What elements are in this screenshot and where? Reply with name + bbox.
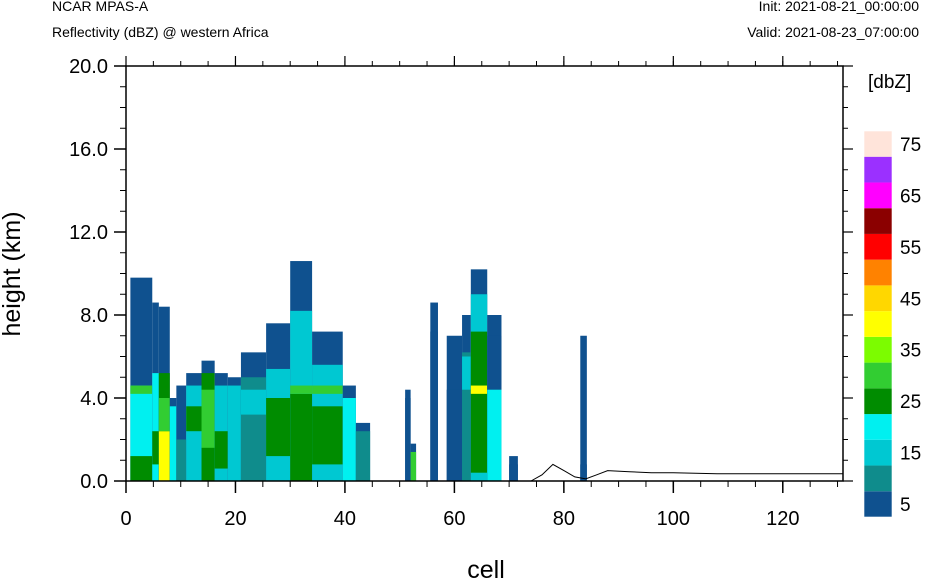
colorbar-swatch-45 — [864, 285, 892, 312]
echo-core-22-0 — [509, 464, 518, 481]
echo-core-19-1 — [462, 356, 471, 390]
x-tick-label: 120 — [766, 508, 799, 530]
echo-core-18-0 — [446, 389, 463, 481]
colorbar-swatch-10 — [864, 465, 892, 492]
colorbar-label: 15 — [900, 444, 921, 465]
init-time: Init: 2021-08-21_00:00:00 — [758, 0, 919, 14]
colorbar-swatch-55 — [864, 233, 892, 260]
echo-core-3-0 — [169, 406, 177, 481]
colorbar-label: 65 — [900, 186, 921, 207]
colorbar-frame — [863, 130, 893, 518]
colorbar-swatch-75 — [864, 131, 892, 157]
y-tick-label: 20.0 — [69, 56, 108, 78]
echo-core-19-0 — [462, 352, 471, 481]
colorbar-swatch-60 — [864, 208, 892, 234]
terrain-line — [530, 463, 843, 482]
y-tick-label: 8.0 — [80, 305, 108, 327]
echo-core-12-2 — [312, 385, 343, 394]
echo-core-1-0 — [152, 373, 159, 481]
colorbar-swatch-25 — [864, 388, 892, 415]
colorbar-swatch-70 — [864, 156, 892, 183]
echo-core-8-0 — [227, 385, 241, 481]
colorbar-label: 35 — [900, 341, 921, 362]
colorbar-swatch-40 — [864, 311, 892, 337]
field-description: Reflectivity (dBZ) @ western Africa — [52, 24, 269, 40]
echo-core-13-0 — [342, 398, 356, 481]
colorbar-label: 5 — [900, 495, 911, 516]
echo-core-4-0 — [176, 439, 187, 481]
colorbar-swatch-20 — [864, 414, 892, 440]
echo-core-10-1 — [266, 398, 291, 457]
echo-core-6-1 — [201, 389, 215, 448]
colorbar-swatch-15 — [864, 439, 892, 466]
echo-core-14-0 — [355, 431, 371, 481]
colorbar-swatch-5 — [864, 491, 892, 517]
colorbar-swatch-30 — [864, 362, 892, 389]
colorbar-label: 25 — [900, 392, 921, 413]
echo-core-17-0 — [430, 331, 438, 481]
echo-core-5-1 — [186, 406, 202, 432]
valid-time: Valid: 2021-08-23_07:00:00 — [747, 24, 919, 40]
x-tick-label: 80 — [553, 508, 575, 530]
echo-core-2-1 — [158, 431, 170, 481]
echo-core-11-2 — [290, 385, 313, 394]
model-name: NCAR MPAS-A — [52, 0, 149, 14]
echo-core-20-2 — [470, 385, 488, 394]
echo-core-20-1 — [470, 331, 488, 473]
echo-core-2-2 — [158, 398, 170, 432]
x-tick-label: 0 — [120, 508, 131, 530]
x-axis-title: cell — [467, 556, 505, 580]
echo-core-15-0 — [405, 398, 411, 481]
y-tick-label: 12.0 — [69, 222, 108, 244]
echo-core-5-0 — [186, 385, 202, 481]
echo-core-21-1 — [487, 389, 502, 481]
x-tick-label: 40 — [334, 508, 356, 530]
x-tick-label: 20 — [224, 508, 246, 530]
echo-core-23-0 — [580, 464, 587, 481]
colorbar-label: 45 — [900, 289, 921, 310]
echo-core-12-1 — [312, 406, 343, 465]
x-tick-label: 100 — [657, 508, 690, 530]
y-tick-label: 0.0 — [80, 471, 108, 493]
y-tick-label: 16.0 — [69, 139, 108, 161]
echo-core-9-1 — [240, 389, 267, 415]
colorbar-label: 55 — [900, 238, 921, 259]
colorbar-unit: [dbZ] — [868, 72, 911, 93]
echo-column-23 — [580, 335, 587, 481]
y-tick-label: 4.0 — [80, 388, 108, 410]
y-axis-title: height (km) — [0, 211, 26, 336]
echo-core-16-0 — [410, 451, 417, 481]
x-tick-label: 60 — [443, 508, 465, 530]
echo-column-4 — [176, 385, 187, 481]
echo-core-0-2 — [130, 385, 153, 394]
echo-core-0-1 — [130, 456, 153, 481]
echo-core-11-1 — [290, 393, 313, 481]
echo-core-1-1 — [152, 431, 159, 465]
colorbar-swatch-65 — [864, 182, 892, 209]
colorbar-swatch-35 — [864, 336, 892, 363]
colorbar-label: 75 — [900, 135, 921, 156]
echo-core-7-1 — [214, 431, 228, 469]
colorbar-swatch-50 — [864, 259, 892, 286]
